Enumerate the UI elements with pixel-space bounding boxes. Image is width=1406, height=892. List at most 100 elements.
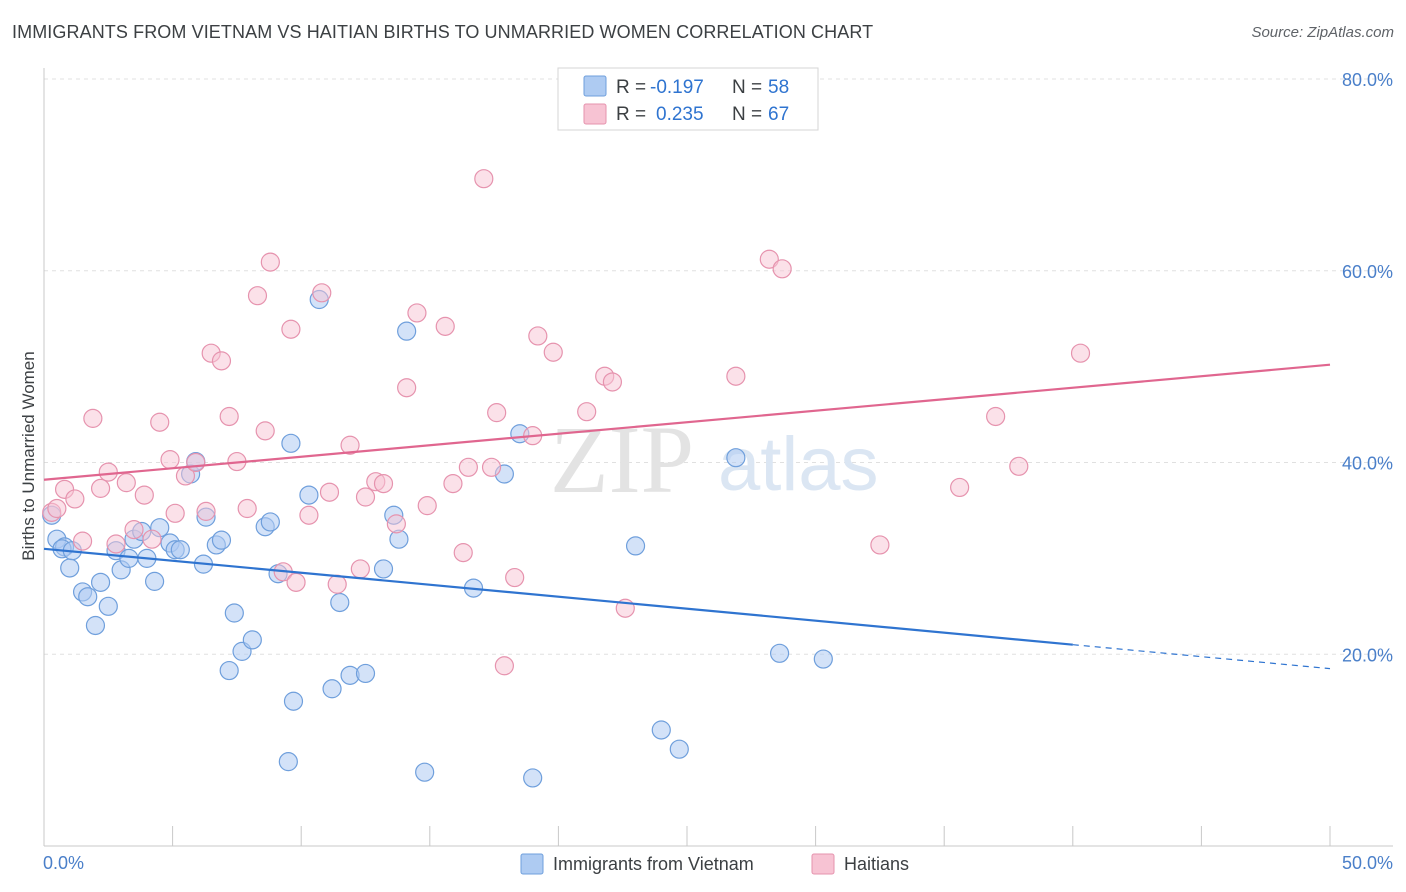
point-haiti bbox=[481, 457, 502, 477]
point-haiti bbox=[1009, 456, 1029, 476]
x-tick-label-max: 50.0% bbox=[1342, 853, 1393, 873]
point-haiti bbox=[355, 487, 376, 507]
source-credit: Source: ZipAtlas.com bbox=[1251, 24, 1394, 41]
point-vietnam bbox=[625, 536, 646, 556]
point-vietnam bbox=[355, 663, 376, 684]
point-haiti bbox=[106, 534, 126, 554]
point-haiti bbox=[602, 372, 623, 392]
point-haiti bbox=[340, 435, 360, 455]
point-haiti bbox=[165, 503, 185, 523]
point-haiti bbox=[247, 286, 268, 306]
point-haiti bbox=[453, 543, 473, 563]
point-vietnam bbox=[224, 603, 244, 623]
point-haiti bbox=[350, 559, 370, 579]
point-vietnam bbox=[278, 752, 298, 772]
point-haiti bbox=[772, 259, 792, 279]
point-haiti bbox=[160, 450, 180, 470]
y-axis-label: Births to Unmarried Women bbox=[19, 351, 38, 560]
point-haiti bbox=[134, 485, 154, 505]
point-vietnam bbox=[523, 768, 543, 788]
legend-r-label-haiti: R = bbox=[616, 104, 646, 125]
point-haiti bbox=[211, 351, 232, 371]
point-haiti bbox=[98, 462, 118, 482]
watermark: ZIP atlas bbox=[550, 406, 879, 513]
point-haiti bbox=[543, 342, 563, 362]
bottom-legend-swatch-haiti bbox=[811, 853, 835, 875]
point-vietnam bbox=[322, 679, 342, 699]
point-haiti bbox=[417, 496, 437, 516]
bottom-legend-label-vietnam: Immigrants from Vietnam bbox=[553, 854, 754, 874]
y-tick-label: 80.0% bbox=[1342, 70, 1393, 90]
point-haiti bbox=[986, 406, 1006, 427]
point-haiti bbox=[47, 498, 67, 519]
point-haiti bbox=[124, 520, 144, 540]
watermark-zip: ZIP bbox=[550, 406, 694, 513]
legend-r-label-vietnam: R = bbox=[616, 77, 646, 98]
point-vietnam bbox=[813, 649, 833, 669]
point-haiti bbox=[319, 482, 340, 502]
point-haiti bbox=[487, 403, 507, 423]
legend-swatch-vietnam bbox=[583, 75, 607, 97]
point-haiti bbox=[870, 535, 890, 555]
point-vietnam bbox=[281, 433, 301, 453]
legend-n-value-haiti: 67 bbox=[768, 104, 789, 125]
point-haiti bbox=[458, 457, 478, 477]
point-haiti bbox=[759, 249, 779, 269]
point-haiti bbox=[407, 303, 427, 323]
point-haiti bbox=[312, 283, 332, 303]
point-haiti bbox=[435, 316, 455, 336]
point-vietnam bbox=[299, 485, 319, 505]
watermark-atlas: atlas bbox=[718, 422, 879, 507]
legend-box: R = -0.197 N = 58 R = 0.235 N = 67 bbox=[557, 67, 819, 131]
point-haiti bbox=[726, 366, 746, 386]
point-haiti bbox=[196, 501, 216, 521]
point-haiti bbox=[373, 473, 394, 494]
trend-lines bbox=[43, 363, 1331, 670]
point-vietnam bbox=[85, 615, 106, 636]
trend-line-vietnam-extension bbox=[1072, 644, 1331, 670]
y-tick-label: 20.0% bbox=[1342, 645, 1393, 665]
point-haiti bbox=[397, 378, 417, 398]
point-haiti bbox=[150, 412, 170, 432]
point-vietnam bbox=[283, 691, 304, 711]
point-haiti bbox=[281, 319, 301, 339]
point-haiti bbox=[260, 252, 280, 272]
point-vietnam bbox=[260, 512, 280, 532]
point-haiti bbox=[577, 402, 597, 422]
y-tick-labels: 20.0% 40.0% 60.0% 80.0% bbox=[1342, 70, 1393, 665]
chart-title: IMMIGRANTS FROM VIETNAM VS HAITIAN BIRTH… bbox=[12, 22, 874, 42]
point-haiti bbox=[386, 514, 406, 534]
trend-line-vietnam bbox=[43, 547, 1073, 646]
bottom-legend-swatch-vietnam bbox=[520, 853, 544, 875]
point-vietnam bbox=[397, 321, 417, 341]
legend-n-label-haiti: N = bbox=[732, 104, 762, 125]
point-vietnam bbox=[669, 739, 689, 759]
legend-r-value-haiti: 0.235 bbox=[656, 104, 704, 125]
point-haiti bbox=[142, 529, 162, 549]
point-vietnam bbox=[651, 720, 671, 740]
point-vietnam bbox=[211, 530, 232, 550]
point-haiti bbox=[327, 574, 347, 594]
point-haiti bbox=[443, 473, 463, 494]
point-haiti bbox=[1070, 343, 1091, 363]
point-haiti bbox=[72, 531, 93, 551]
legend-r-value-vietnam: -0.197 bbox=[650, 77, 704, 98]
y-tick-label: 60.0% bbox=[1342, 262, 1393, 282]
point-vietnam bbox=[769, 643, 790, 663]
point-vietnam bbox=[726, 448, 746, 468]
bottom-legend-label-haiti: Haitians bbox=[844, 854, 909, 874]
legend-n-value-vietnam: 58 bbox=[768, 77, 789, 98]
y-tick-label: 40.0% bbox=[1342, 454, 1393, 474]
point-vietnam bbox=[242, 630, 262, 650]
point-vietnam bbox=[90, 572, 111, 592]
point-haiti bbox=[237, 498, 257, 519]
point-haiti bbox=[299, 505, 319, 525]
point-vietnam bbox=[415, 762, 435, 782]
point-vietnam bbox=[373, 559, 394, 579]
point-vietnam bbox=[60, 558, 80, 578]
point-haiti bbox=[950, 477, 970, 498]
point-haiti bbox=[186, 452, 206, 473]
point-haiti bbox=[90, 478, 111, 498]
legend-swatch-haiti bbox=[583, 103, 607, 125]
point-haiti bbox=[286, 572, 306, 592]
